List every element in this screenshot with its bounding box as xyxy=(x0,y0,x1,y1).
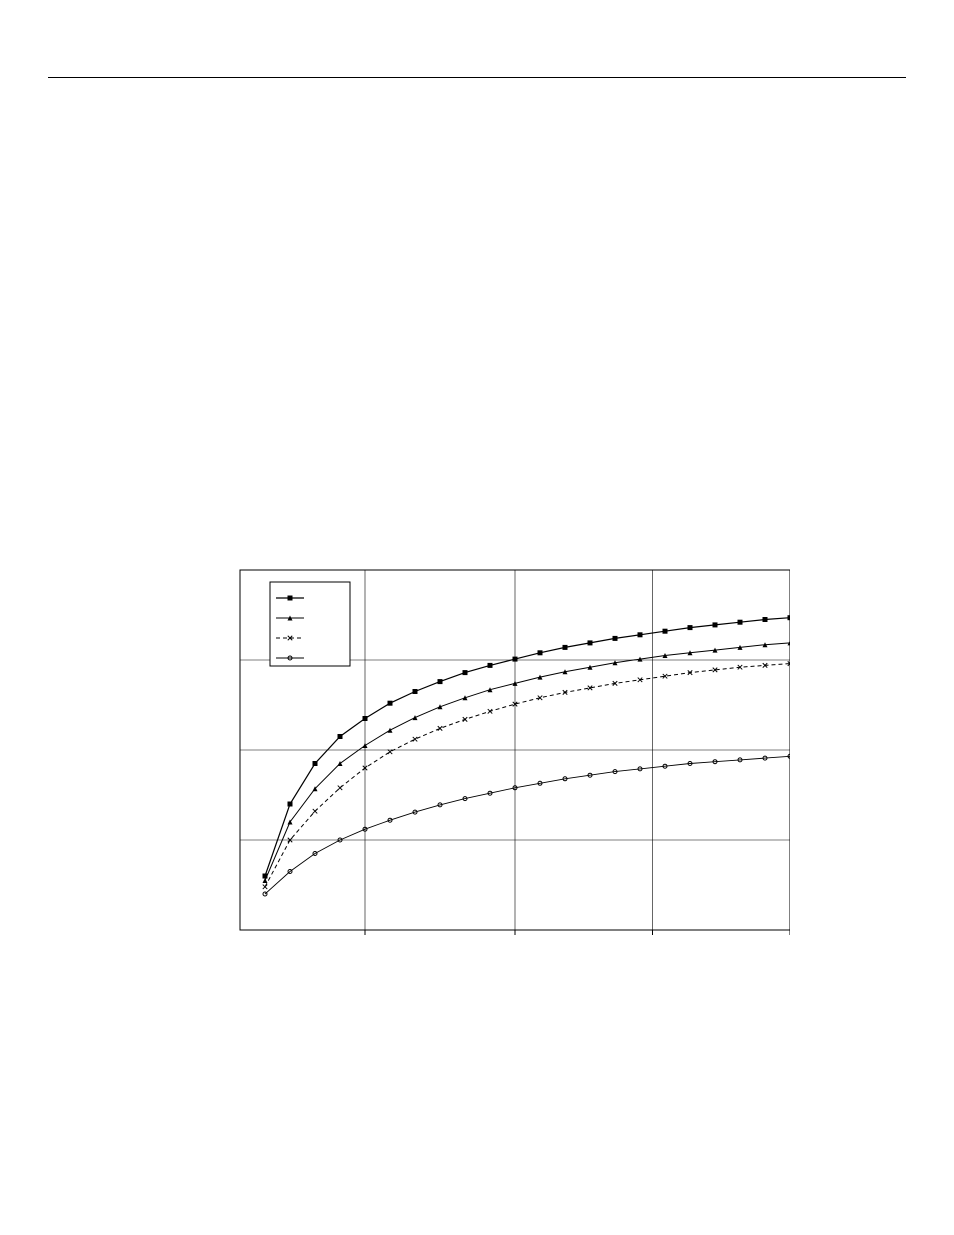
page xyxy=(0,0,954,1235)
figure-container xyxy=(210,560,790,960)
line-chart xyxy=(210,560,790,960)
header-rule xyxy=(48,77,906,78)
